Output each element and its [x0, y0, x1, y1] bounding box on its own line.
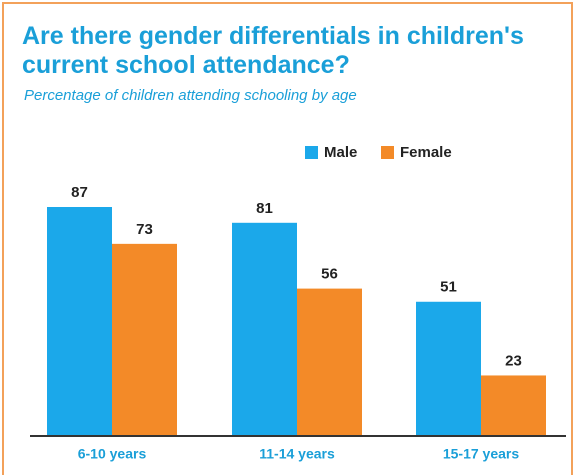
bar [481, 375, 546, 436]
data-label: 51 [440, 279, 457, 296]
bar [47, 207, 112, 436]
data-label: 73 [136, 221, 153, 238]
legend-label: Female [400, 144, 452, 161]
x-tick-label: 11-14 years [259, 446, 335, 462]
data-label: 56 [321, 266, 338, 283]
frame [2, 2, 573, 475]
legend-swatch [305, 146, 318, 159]
chart-title: Are there gender differentials in childr… [22, 22, 524, 79]
chart-subtitle: Percentage of children attending schooli… [24, 87, 357, 104]
data-label: 81 [256, 200, 273, 217]
bar [297, 288, 362, 436]
data-label: 87 [71, 184, 88, 201]
bar [112, 243, 177, 436]
x-tick-label: 6-10 years [78, 446, 147, 462]
x-tick-label: 15-17 years [443, 446, 520, 462]
bar [416, 301, 481, 436]
legend-label: Male [324, 144, 357, 161]
legend-swatch [381, 146, 394, 159]
data-label: 23 [505, 352, 522, 369]
bar [232, 222, 297, 436]
